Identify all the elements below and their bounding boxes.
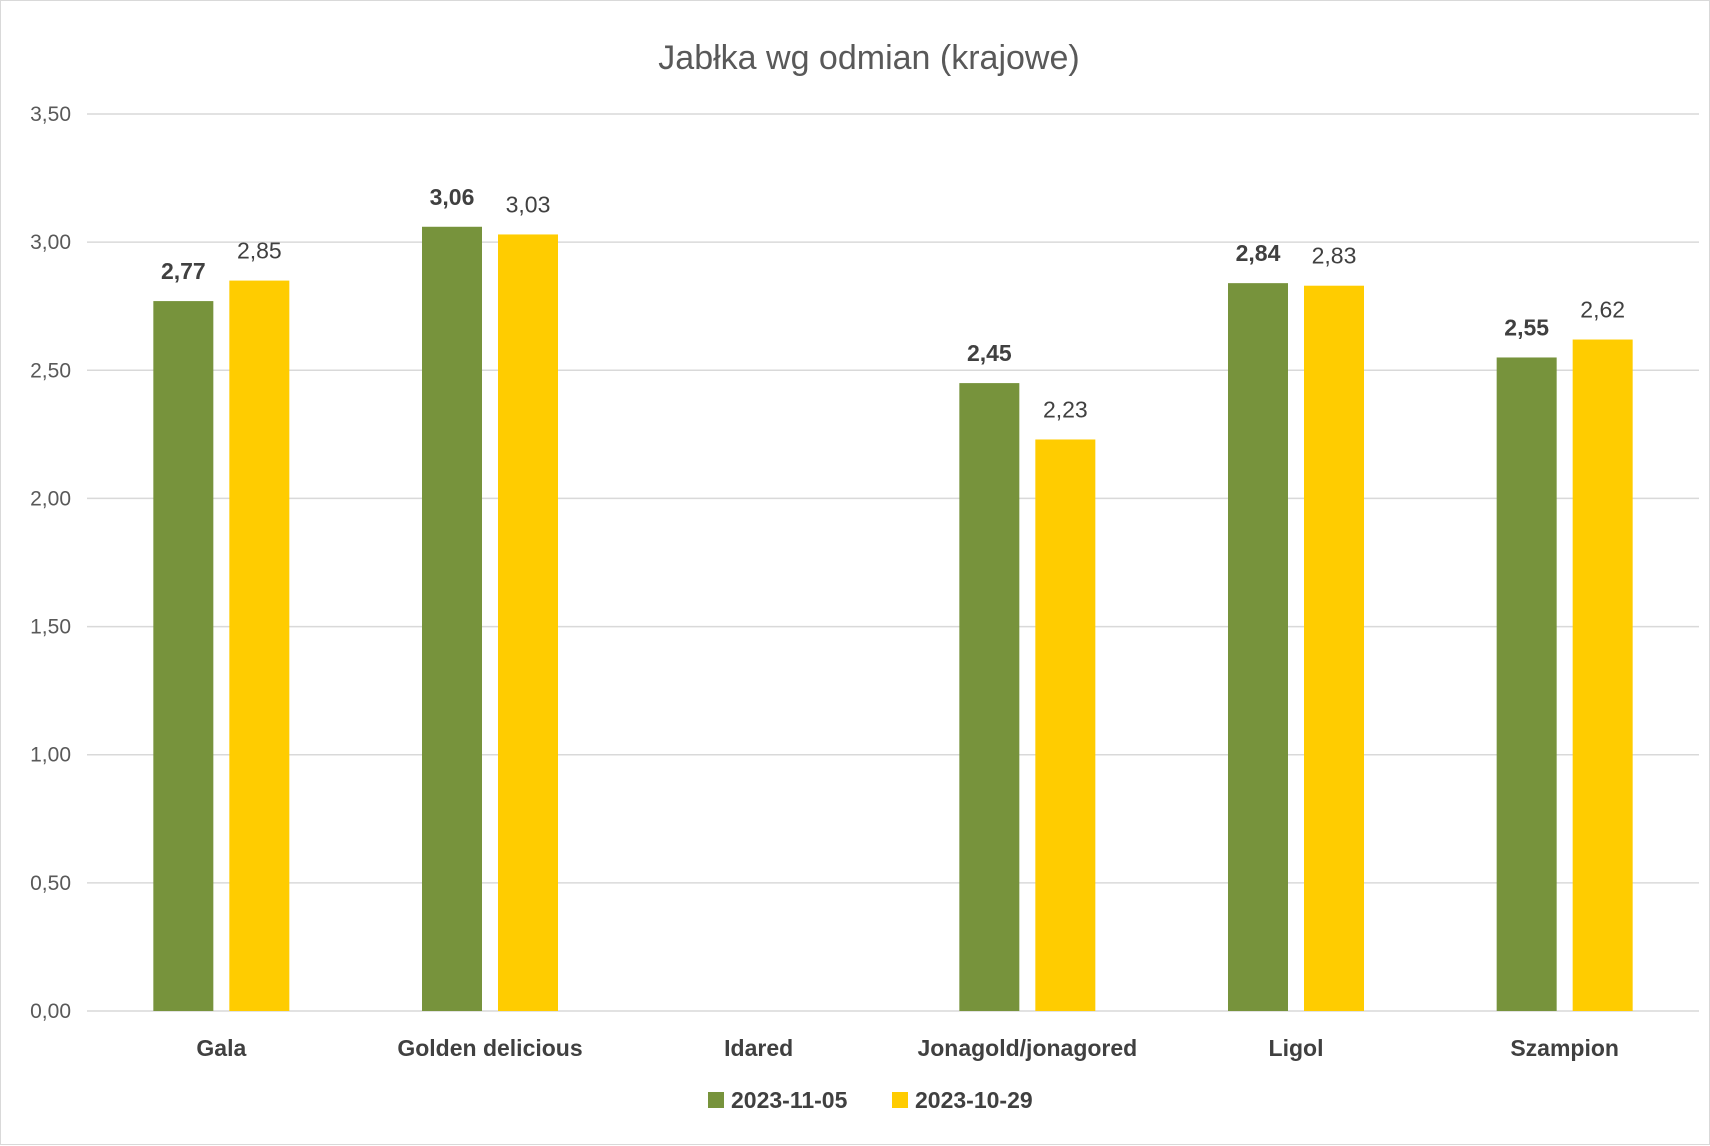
data-label: 3,06	[430, 184, 475, 210]
bar-series1-1	[422, 226, 482, 1011]
data-label: 2,84	[1236, 240, 1281, 266]
bar-series1-4	[1228, 283, 1288, 1011]
data-label: 2,83	[1312, 243, 1357, 269]
legend-swatch	[892, 1092, 908, 1108]
bars	[153, 226, 1633, 1012]
data-label: 2,23	[1043, 396, 1088, 422]
y-tick-label: 2,50	[30, 359, 71, 382]
x-axis-categories: Gala Golden delicious Idared Jonagold/jonag…	[196, 1035, 1619, 1061]
x-category-label: Jonagold/jonagored	[917, 1035, 1137, 1061]
data-label: 2,85	[237, 238, 282, 264]
bar-series2-4	[1304, 285, 1364, 1011]
data-label: 3,03	[506, 191, 551, 217]
data-label: 2,55	[1504, 314, 1549, 340]
y-tick-label: 2,00	[30, 487, 71, 510]
bar-series1-3	[959, 383, 1020, 1012]
y-tick-label: 0,00	[30, 1000, 71, 1023]
y-tick-label: 1,50	[30, 616, 71, 639]
x-category-label: Golden delicious	[397, 1035, 582, 1061]
gridlines	[87, 113, 1699, 1012]
legend: 2023-11-05 2023-10-29	[708, 1087, 1033, 1113]
chart-title: Jabłka wg odmian (krajowe)	[658, 39, 1079, 77]
legend-label: 2023-11-05	[731, 1087, 848, 1113]
bar-series1-5	[1496, 357, 1557, 1011]
bar-series2-0	[229, 280, 290, 1012]
data-labels: 2,77 2,85 3,06 3,03 2,45 2,23 2,84 2,83 2,55 2,62	[161, 184, 1625, 423]
x-category-label: Idared	[724, 1035, 793, 1061]
x-category-label: Ligol	[1269, 1035, 1324, 1061]
legend-swatch	[708, 1092, 724, 1108]
bar-series2-5	[1572, 339, 1633, 1011]
y-tick-label: 3,00	[30, 231, 71, 254]
y-tick-label: 3,50	[30, 103, 71, 126]
y-tick-label: 0,50	[30, 872, 71, 895]
bar-series1-0	[153, 301, 214, 1011]
bar-series2-3	[1035, 439, 1096, 1011]
y-tick-label: 1,00	[30, 744, 71, 767]
data-label: 2,77	[161, 258, 206, 284]
bar-series2-1	[498, 234, 558, 1011]
y-axis-ticks: 0,00 0,50 1,00 1,50 2,00 2,50 3,00 3,50	[30, 103, 71, 1023]
x-category-label: Gala	[196, 1035, 246, 1061]
x-category-label: Szampion	[1510, 1035, 1619, 1061]
data-label: 2,62	[1580, 297, 1625, 323]
legend-label: 2023-10-29	[915, 1087, 1033, 1113]
data-label: 2,45	[967, 340, 1012, 366]
